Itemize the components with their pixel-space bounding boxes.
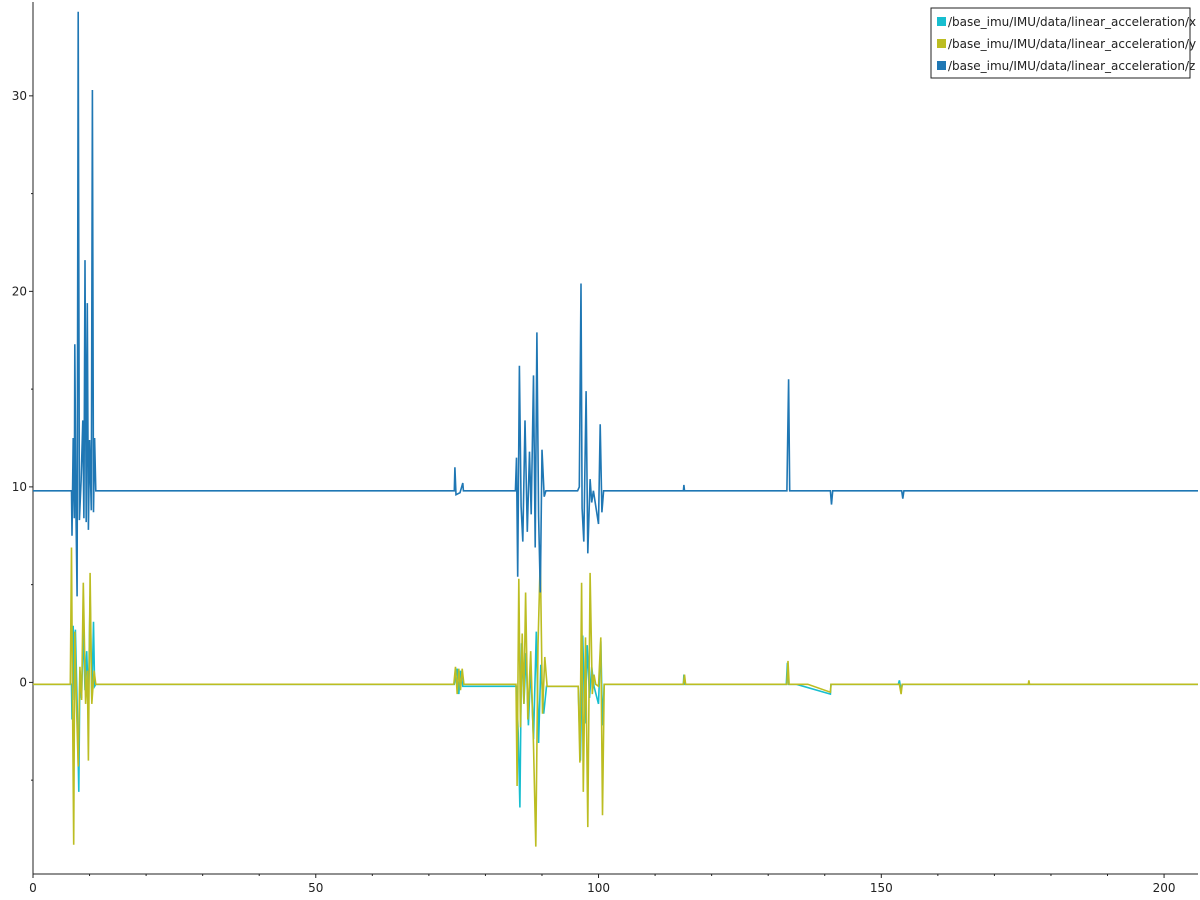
chart-axes: [32, 2, 1198, 875]
legend-swatch: [937, 61, 946, 70]
legend-label[interactable]: /base_imu/IMU/data/linear_acceleration/z: [948, 59, 1195, 73]
series-line-x: [33, 596, 1198, 808]
x-tick-label: 150: [870, 881, 893, 895]
y-tick-label: 30: [12, 89, 27, 103]
series-line-y: [33, 547, 1198, 847]
legend-label[interactable]: /base_imu/IMU/data/linear_acceleration/y: [948, 37, 1196, 51]
plot-area: [33, 11, 1198, 847]
series-line-z: [33, 11, 1198, 597]
y-tick-label: 0: [19, 675, 27, 689]
x-tick-label: 0: [29, 881, 37, 895]
tick-labels: 0 50 100 150 200 0 10 20 30: [12, 89, 1176, 895]
x-tick-label: 200: [1153, 881, 1176, 895]
legend[interactable]: /base_imu/IMU/data/linear_acceleration/x…: [930, 7, 1196, 79]
x-tick-label: 50: [308, 881, 323, 895]
legend-swatch: [937, 17, 946, 26]
y-tick-label: 20: [12, 284, 27, 298]
x-tick-label: 100: [587, 881, 610, 895]
legend-box: [930, 7, 1191, 79]
y-tick-label: 10: [12, 480, 27, 494]
legend-label[interactable]: /base_imu/IMU/data/linear_acceleration/x: [948, 15, 1196, 29]
legend-swatch: [937, 39, 946, 48]
